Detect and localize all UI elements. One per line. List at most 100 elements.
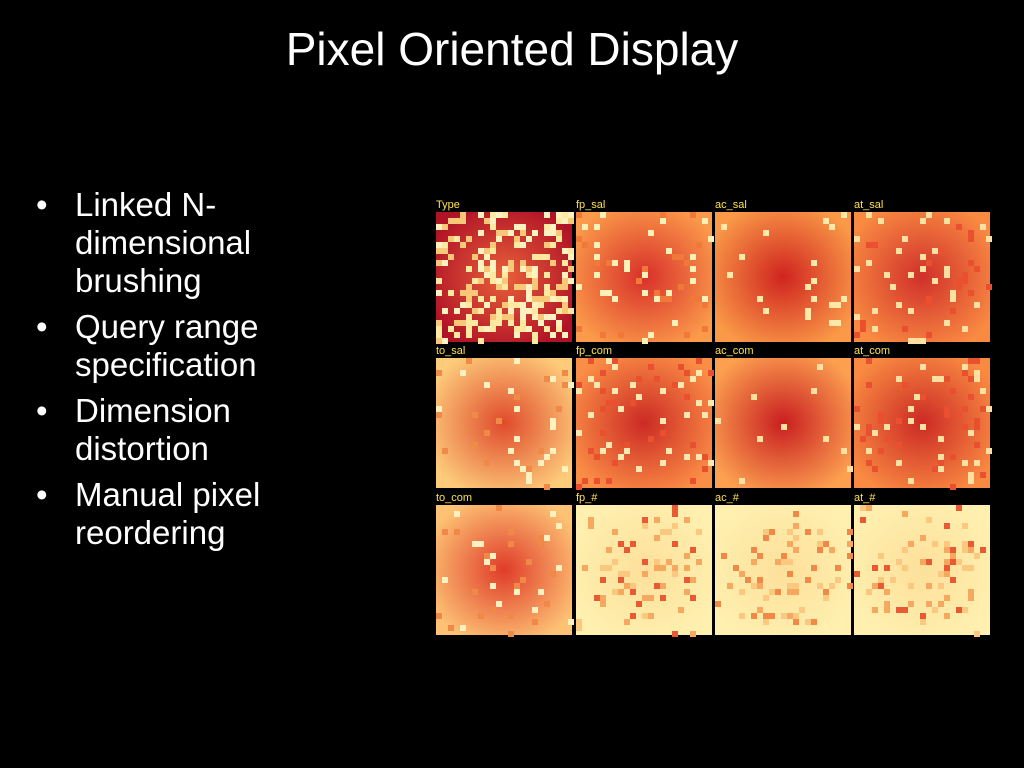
pixel <box>490 242 496 248</box>
pixel <box>588 448 594 454</box>
pixel <box>514 358 520 364</box>
pixel <box>594 478 600 484</box>
pixel <box>672 382 678 388</box>
pixel <box>914 394 920 400</box>
pixel <box>502 272 508 278</box>
pixel <box>956 284 962 290</box>
pixel <box>484 559 490 565</box>
pixel <box>835 320 841 326</box>
pixel <box>600 595 606 601</box>
pixel <box>968 595 974 601</box>
pixel <box>769 613 775 619</box>
pixel <box>920 619 926 625</box>
pixel <box>805 619 811 625</box>
pixel <box>636 278 642 284</box>
pixel <box>532 314 538 320</box>
pixel <box>793 589 799 595</box>
pixel <box>562 212 568 218</box>
panel-label: to_sal <box>436 345 465 357</box>
pixel <box>442 224 448 230</box>
pixel <box>568 212 574 218</box>
pixel <box>582 242 588 248</box>
pixel <box>496 601 502 607</box>
pixel <box>950 559 956 565</box>
pixel <box>817 364 823 370</box>
pixel <box>526 272 532 278</box>
pixel <box>654 583 660 589</box>
pixel <box>920 266 926 272</box>
pixel <box>956 607 962 613</box>
pixel <box>702 218 708 224</box>
pixel <box>866 430 872 436</box>
pixel <box>532 338 538 344</box>
pixel <box>872 607 878 613</box>
pixel <box>739 613 745 619</box>
pixel <box>787 541 793 547</box>
pixel <box>600 577 606 583</box>
pixel <box>448 625 454 631</box>
pixel <box>556 236 562 242</box>
pixel <box>763 529 769 535</box>
pixel <box>618 589 624 595</box>
pixel <box>612 388 618 394</box>
pixel <box>962 272 968 278</box>
pixel <box>496 284 502 290</box>
pixel <box>938 460 944 466</box>
pixel <box>576 625 582 631</box>
pixel <box>920 535 926 541</box>
pixel <box>739 571 745 577</box>
pixel <box>544 484 550 490</box>
pixel <box>660 388 666 394</box>
pixel <box>436 248 442 254</box>
pixel <box>514 460 520 466</box>
pixel <box>847 583 853 589</box>
pixel <box>926 559 932 565</box>
pixel <box>594 595 600 601</box>
pixel <box>944 266 950 272</box>
pixel <box>556 284 562 290</box>
pixel <box>526 290 532 296</box>
bullet: Manual pixel reordering <box>30 476 290 552</box>
pixel <box>763 230 769 236</box>
pixel <box>556 230 562 236</box>
pixel <box>787 589 793 595</box>
pixel <box>508 448 514 454</box>
panel-label: Type <box>436 199 460 211</box>
pixel <box>466 302 472 308</box>
pixel <box>576 382 582 388</box>
pixel <box>986 448 992 454</box>
pixel <box>696 370 702 376</box>
pixel <box>442 577 448 583</box>
pixel <box>466 290 472 296</box>
pixel <box>962 541 968 547</box>
pixel <box>612 529 618 535</box>
pixel <box>478 541 484 547</box>
pixel <box>436 412 442 418</box>
pixel <box>769 529 775 535</box>
pixel <box>944 376 950 382</box>
pixel <box>436 326 442 332</box>
pixel <box>532 278 538 284</box>
pixel <box>690 631 696 637</box>
pixel <box>562 284 568 290</box>
pixel <box>793 547 799 553</box>
pixel <box>436 260 442 266</box>
panel <box>576 358 712 488</box>
pixel <box>872 466 878 472</box>
pixel <box>962 607 968 613</box>
pixel <box>490 607 496 613</box>
pixel <box>690 547 696 553</box>
pixel <box>526 308 532 314</box>
pixel <box>624 266 630 272</box>
slide-title: Pixel Oriented Display <box>285 23 739 75</box>
pixel <box>472 541 478 547</box>
pixel <box>962 565 968 571</box>
pixel <box>890 577 896 583</box>
pixel <box>532 284 538 290</box>
pixel <box>926 296 932 302</box>
pixel <box>550 376 556 382</box>
pixel <box>980 472 986 478</box>
pixel <box>496 505 502 511</box>
pixel <box>926 212 932 218</box>
